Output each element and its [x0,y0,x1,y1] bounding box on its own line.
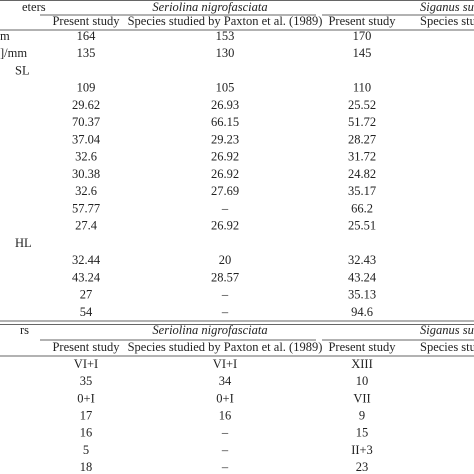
cell: 109 [77,81,96,95]
cell: 43.24 [72,270,101,284]
cell: 164 [77,29,97,43]
cell: 26.92 [211,167,239,181]
cell: 35.13 [348,288,376,302]
cell: 153 [216,29,235,43]
cell: 35 [80,374,93,388]
group-header: Siganus su [420,0,474,14]
cell: XIII [351,357,373,371]
cell: 43.24 [348,270,377,284]
header-label: eters [22,0,46,14]
cell: – [221,426,229,440]
cell: – [221,288,229,302]
cell: 27.69 [211,184,239,198]
cell: 57.77 [72,201,100,215]
row-label: HL [15,236,32,250]
cell: – [221,443,229,457]
cell: – [221,460,229,474]
cell: 24.82 [348,167,376,181]
cell: 170 [353,29,372,43]
cell: VI+I [213,357,237,371]
cell: 145 [353,46,372,60]
cell: 27 [80,288,93,302]
cell: 5 [83,443,89,457]
cell: 15 [356,426,369,440]
cell: 26.93 [211,98,239,112]
sub-header: Present study [328,14,396,28]
cell: 31.72 [348,150,376,164]
cell: 34 [219,374,232,388]
cell: 32.6 [75,150,97,164]
cell: 27.4 [75,219,98,233]
cell: 135 [77,46,96,60]
header-label: rs [20,323,29,337]
sub-header: Present study [52,340,120,354]
sub-header: Species studie [420,14,474,28]
cell: 26.92 [211,219,239,233]
cell: 35.17 [348,184,376,198]
cell: 28.57 [211,270,239,284]
sub-header: Species studie [420,340,474,354]
cell: 16 [219,408,232,422]
row-label: ]/mm [0,46,27,60]
cell: 130 [216,46,235,60]
cell: 28.27 [348,132,376,146]
cell: 54 [80,305,93,319]
sub-header: Present study [328,340,396,354]
cell: 70.37 [72,115,100,129]
cell: 94.6 [351,305,373,319]
cell: 9 [359,408,365,422]
group-header: Siganus su [420,323,474,337]
cell: 32.6 [75,184,97,198]
row-label: m [0,29,10,43]
cell: – [221,305,229,319]
cell: 0+I [216,391,233,405]
cell: 51.72 [348,115,376,129]
cell: 23 [356,460,369,474]
sub-header: Species studied by Paxton et al. (1989) [128,340,323,354]
cell: 29.23 [211,132,239,146]
cell: II+3 [351,443,373,457]
cell: VII [353,391,370,405]
sub-header: Species studied by Paxton et al. (1989) [128,14,323,28]
cell: 16 [80,426,93,440]
cell: 37.04 [72,132,101,146]
cell: 32.43 [348,253,376,267]
cell: 29.62 [72,98,100,112]
cell: 18 [80,460,93,474]
cell: 25.52 [348,98,376,112]
group-header: Seriolina nigrofasciata [152,0,267,14]
sub-header: Present study [52,14,120,28]
cell: 66.2 [351,201,373,215]
cell: 25.51 [348,219,376,233]
cell: 17 [80,408,93,422]
group-header: Seriolina nigrofasciata [152,323,267,337]
row-label: SL [15,63,30,77]
cell: 105 [216,81,235,95]
cell: 32.44 [72,253,101,267]
cell: 20 [219,253,232,267]
cell: – [221,201,229,215]
cell: 110 [353,81,371,95]
cell: 30.38 [72,167,100,181]
cell: 26.92 [211,150,239,164]
cell: 0+I [77,391,94,405]
cell: VI+I [74,357,98,371]
cell: 66.15 [211,115,239,129]
cell: 10 [356,374,369,388]
